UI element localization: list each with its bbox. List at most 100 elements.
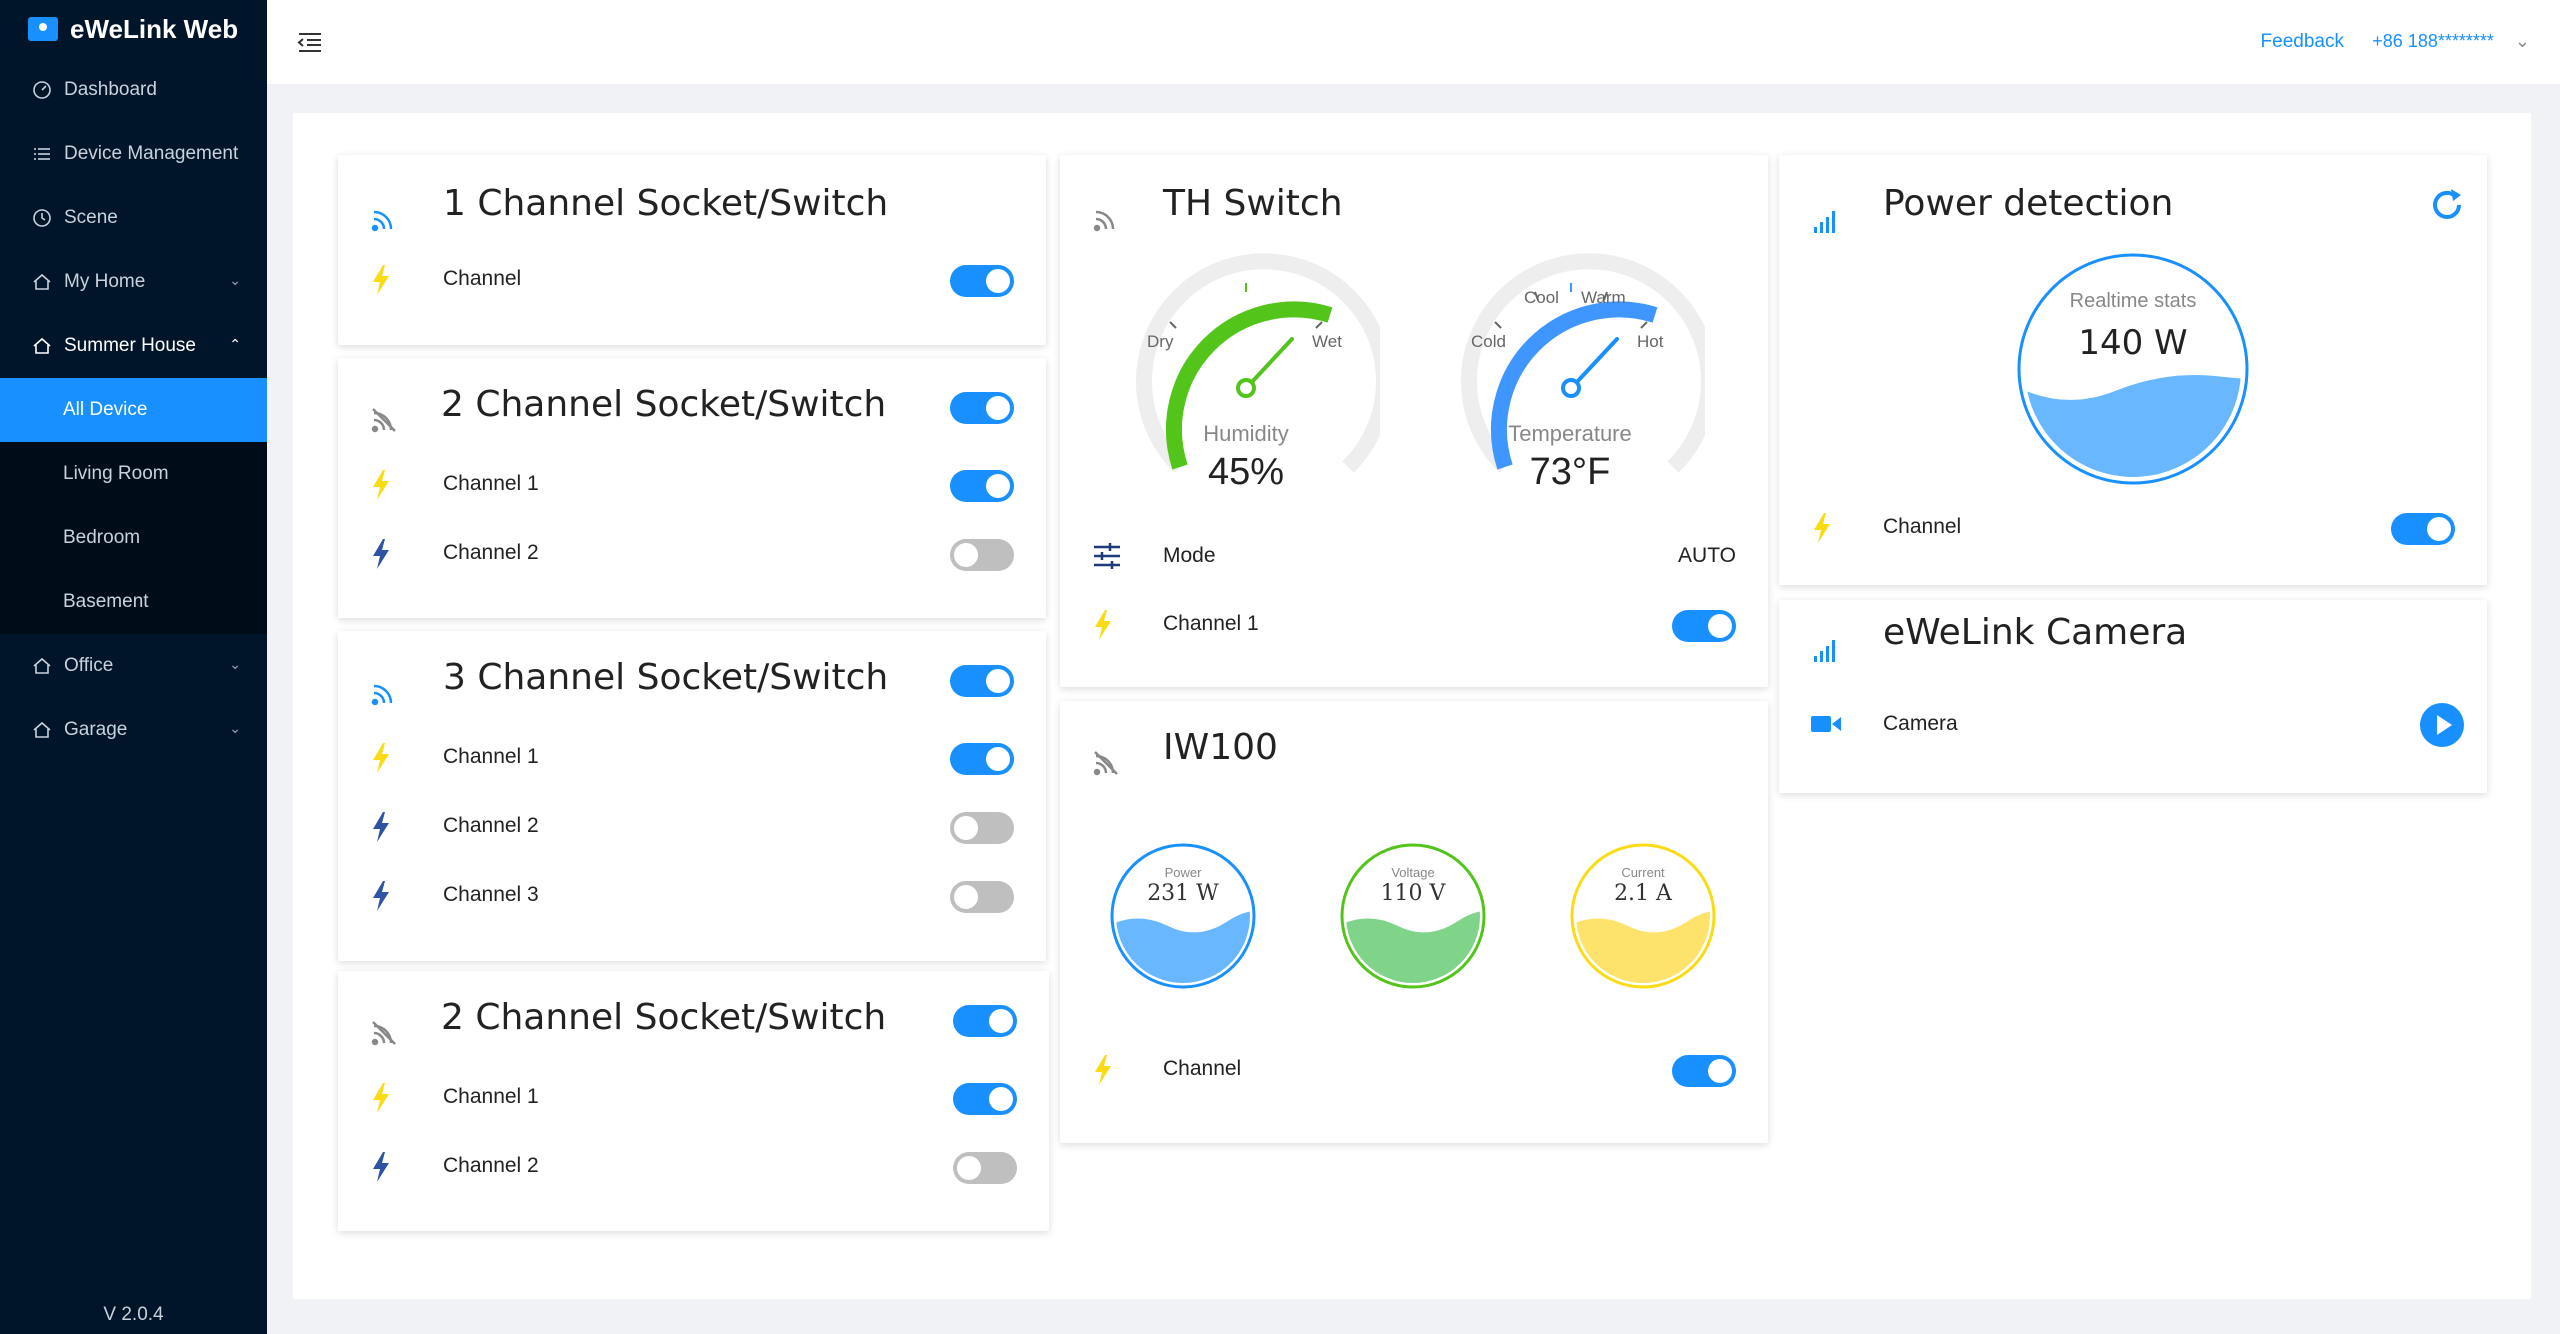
wifi-offline-icon xyxy=(371,408,396,433)
sidebar-item-summer-house[interactable]: Summer House ⌃ xyxy=(0,314,267,378)
sidebar-item-dashboard[interactable]: Dashboard xyxy=(0,58,267,122)
list-icon xyxy=(30,144,54,164)
home-icon xyxy=(30,720,54,740)
sidebar-subitem-living-room[interactable]: Living Room xyxy=(0,442,267,506)
sidebar-subitem-basement[interactable]: Basement xyxy=(0,570,267,634)
gauge-tick: Wet xyxy=(1312,332,1342,351)
current-value: 2.1 A xyxy=(1614,881,1672,906)
play-icon[interactable] xyxy=(2420,703,2464,747)
sliders-icon xyxy=(1094,543,1120,569)
mode-value[interactable]: AUTO xyxy=(1678,544,1736,567)
channel-toggle[interactable] xyxy=(950,470,1014,502)
humidity-label: Humidity xyxy=(1203,421,1289,446)
brand[interactable]: eWeLink Web xyxy=(0,0,267,58)
channel-toggle[interactable] xyxy=(1672,610,1736,642)
channel-toggle[interactable] xyxy=(1672,1055,1736,1087)
channel-toggle[interactable] xyxy=(950,743,1014,775)
sidebar: eWeLink Web Dashboard Device Management … xyxy=(0,0,267,1334)
channel-label: Channel 1 xyxy=(443,745,539,768)
gauge-tick: Cool xyxy=(1524,288,1559,307)
home-icon xyxy=(30,336,54,356)
temperature-gauge xyxy=(1461,253,1705,473)
sidebar-item-label: Scene xyxy=(64,207,118,228)
sidebar-item-label: Office xyxy=(64,655,114,676)
signal-bars-icon xyxy=(1814,640,1835,662)
account-dropdown[interactable]: +86 188******** ⌄ xyxy=(2372,31,2530,52)
sidebar-item-garage[interactable]: Garage ⌄ xyxy=(0,698,267,762)
sidebar-subitem-bedroom[interactable]: Bedroom xyxy=(0,506,267,570)
master-toggle[interactable] xyxy=(953,1005,1017,1037)
channel-toggle[interactable] xyxy=(950,265,1014,297)
home-icon xyxy=(30,272,54,292)
lightning-icon xyxy=(373,881,389,911)
wifi-offline-icon xyxy=(1093,210,1115,232)
channel-toggle[interactable] xyxy=(950,881,1014,913)
sidebar-item-label: Garage xyxy=(64,719,128,740)
channel-toggle[interactable] xyxy=(953,1152,1017,1184)
channel-label: Channel 2 xyxy=(443,1154,539,1177)
lightning-icon xyxy=(373,1152,389,1182)
lightning-icon xyxy=(373,1083,389,1113)
device-title: eWeLink Camera xyxy=(1883,612,2188,653)
device-title: Power detection xyxy=(1883,183,2174,224)
feedback-link[interactable]: Feedback xyxy=(2260,31,2344,52)
device-card-camera: eWeLink Camera Camera xyxy=(1779,600,2487,793)
lightning-icon xyxy=(373,743,389,773)
device-title: 2 Channel Socket/Switch xyxy=(441,384,887,425)
version-label: V 2.0.4 xyxy=(103,1304,164,1325)
lightning-icon xyxy=(373,539,389,569)
device-title: 3 Channel Socket/Switch xyxy=(443,657,889,698)
channel-toggle[interactable] xyxy=(953,1083,1017,1115)
home-icon xyxy=(30,656,54,676)
channel-label: Channel 2 xyxy=(443,541,539,564)
channel-toggle[interactable] xyxy=(950,539,1014,571)
temperature-value: 73°F xyxy=(1529,451,1611,493)
gauge-tick: Hot xyxy=(1637,332,1664,351)
app-title: eWeLink Web xyxy=(70,13,239,44)
lightning-icon xyxy=(1095,610,1111,640)
chevron-down-icon: ⌄ xyxy=(229,720,241,736)
wifi-signal-icon xyxy=(371,210,393,232)
account-phone: +86 188******** xyxy=(2372,31,2494,51)
channel-label: Channel 3 xyxy=(443,883,539,906)
refresh-icon[interactable] xyxy=(2427,185,2467,225)
channel-label: Channel 2 xyxy=(443,814,539,837)
mode-label: Mode xyxy=(1163,544,1216,567)
clock-icon xyxy=(30,208,54,228)
temperature-label: Temperature xyxy=(1508,421,1632,446)
sidebar-item-label: My Home xyxy=(64,271,146,292)
chevron-down-icon: ⌄ xyxy=(229,272,241,288)
main-content: 1 Channel Socket/Switch Channel 2 Channe… xyxy=(293,113,2531,1299)
device-card-2-channel: 2 Channel Socket/Switch Channel 1 Channe… xyxy=(338,358,1046,618)
sidebar-item-label: Summer House xyxy=(64,335,196,356)
master-toggle[interactable] xyxy=(950,392,1014,424)
camera-icon xyxy=(1811,716,1841,732)
device-title: 1 Channel Socket/Switch xyxy=(443,183,889,224)
menu-fold-icon[interactable] xyxy=(297,30,323,54)
current-bubble xyxy=(1570,843,1716,989)
top-header: Feedback +86 188******** ⌄ xyxy=(267,0,2560,84)
device-card-th-switch: TH Switch Dry Wet Humidity 45% Cold xyxy=(1060,155,1768,687)
device-card-iw100: IW100 Power 231 W Voltage 110 V Current … xyxy=(1060,701,1768,1143)
wifi-offline-icon xyxy=(371,1021,396,1046)
sidebar-item-my-home[interactable]: My Home ⌄ xyxy=(0,250,267,314)
sidebar-subitem-all-device[interactable]: All Device xyxy=(0,378,267,442)
channel-toggle[interactable] xyxy=(2391,513,2455,545)
channel-label: Channel 1 xyxy=(1163,612,1259,635)
camera-label: Camera xyxy=(1883,712,1958,735)
device-card-power-detection: Power detection Realtime stats 140 W Cha… xyxy=(1779,155,2487,585)
signal-bars-icon xyxy=(1814,211,1835,233)
realtime-stats-bubble xyxy=(2017,253,2249,485)
channel-toggle[interactable] xyxy=(950,812,1014,844)
humidity-gauge xyxy=(1136,253,1380,473)
humidity-value: 45% xyxy=(1207,451,1285,493)
voltage-caption: Voltage xyxy=(1391,865,1435,880)
wifi-signal-icon xyxy=(371,684,393,706)
sidebar-item-scene[interactable]: Scene xyxy=(0,186,267,250)
channel-label: Channel xyxy=(1883,515,1962,538)
gauge-tick: Cold xyxy=(1471,332,1506,351)
lightning-icon xyxy=(373,265,389,295)
master-toggle[interactable] xyxy=(950,665,1014,697)
sidebar-item-device-management[interactable]: Device Management xyxy=(0,122,267,186)
sidebar-item-office[interactable]: Office ⌄ xyxy=(0,634,267,698)
